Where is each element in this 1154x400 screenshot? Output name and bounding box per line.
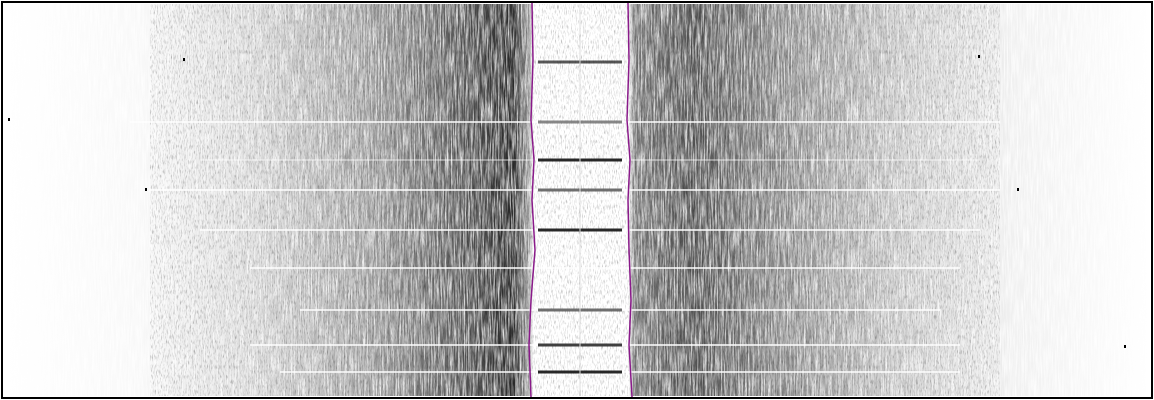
spectrum-image <box>0 0 1154 400</box>
